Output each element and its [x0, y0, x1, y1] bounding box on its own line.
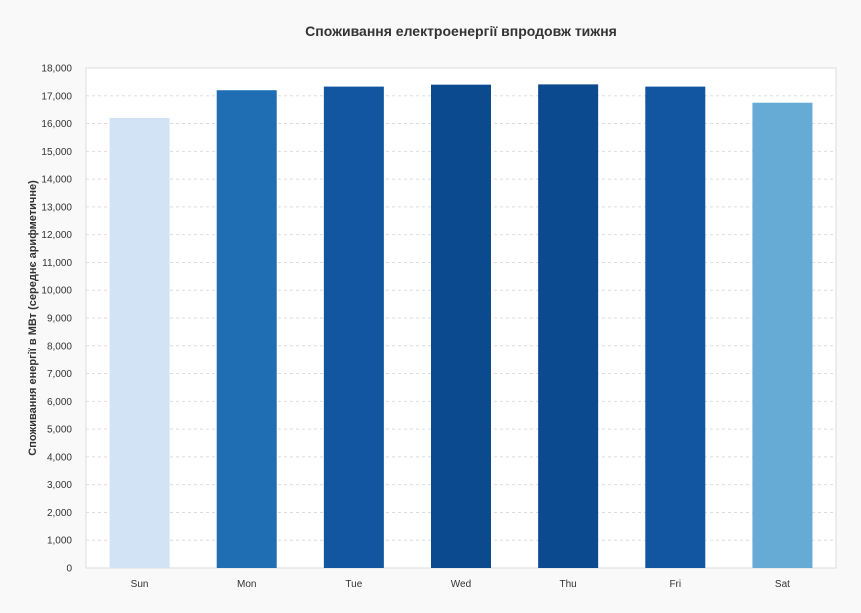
x-tick-label: Tue [345, 579, 362, 590]
y-tick-label: 11,000 [42, 258, 72, 269]
bars [109, 84, 813, 569]
bar-wed[interactable] [431, 84, 491, 569]
y-tick-label: 15,000 [41, 147, 72, 158]
y-tick-label: 1,000 [47, 536, 72, 547]
bar-sat[interactable] [752, 102, 813, 568]
y-tick-label: 9,000 [47, 314, 72, 325]
y-tick-label: 4,000 [47, 452, 72, 463]
bar-sun[interactable] [109, 118, 170, 568]
y-tick-label: 0 [66, 564, 72, 575]
y-tick-label: 14,000 [41, 175, 72, 186]
y-tick-label: 3,000 [47, 480, 72, 491]
x-tick-label: Mon [237, 579, 256, 590]
y-tick-label: 2,000 [47, 508, 72, 519]
chart-title: Споживання електроенергії впродовж тижня [305, 23, 617, 39]
x-tick-label: Thu [560, 579, 577, 590]
y-tick-label: 18,000 [41, 64, 72, 75]
bar-fri[interactable] [645, 86, 706, 568]
y-tick-label: 5,000 [47, 425, 72, 436]
y-axis-ticks: 0 1,000 2,000 3,000 4,000 5,000 6,000 7,000 8,00… [41, 64, 72, 575]
x-axis-ticks: Sun Mon Tue Wed Thu Fri Sat [131, 579, 790, 590]
x-tick-label: Fri [669, 579, 681, 590]
x-tick-label: Wed [451, 579, 471, 590]
y-tick-label: 8,000 [47, 341, 72, 352]
y-tick-label: 10,000 [41, 286, 72, 297]
y-tick-label: 7,000 [47, 369, 72, 380]
y-tick-label: 16,000 [41, 119, 72, 130]
bar-tue[interactable] [323, 86, 384, 568]
y-tick-label: 13,000 [41, 202, 72, 213]
bar-thu[interactable] [538, 84, 599, 568]
bar-mon[interactable] [216, 90, 277, 568]
y-tick-label: 6,000 [47, 397, 72, 408]
y-tick-label: 17,000 [41, 91, 72, 102]
x-tick-label: Sun [131, 579, 149, 590]
y-tick-label: 12,000 [41, 230, 72, 241]
y-axis-label: Споживання енергії в МВт (середнє арифме… [27, 180, 39, 456]
x-tick-label: Sat [775, 579, 790, 590]
